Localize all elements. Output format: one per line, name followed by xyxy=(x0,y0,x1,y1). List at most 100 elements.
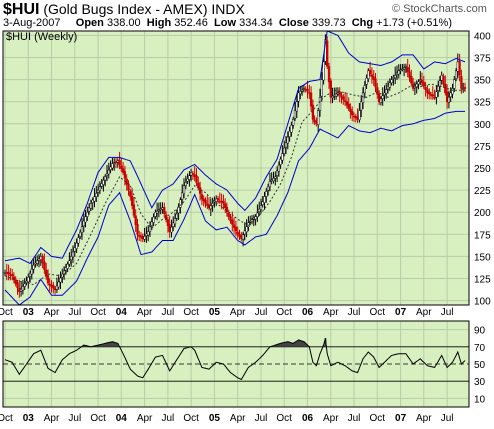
price-bar-body xyxy=(100,183,103,187)
price-bar-body xyxy=(394,74,397,79)
price-bar-body xyxy=(304,88,307,91)
price-bar-body xyxy=(16,282,19,288)
price-bar-body xyxy=(453,79,456,89)
high-label: High xyxy=(146,17,172,29)
price-bar-body xyxy=(216,198,220,201)
rsi-x-tick-label: Jul xyxy=(255,413,268,424)
price-bar-body xyxy=(45,269,48,277)
price-bar-body xyxy=(143,236,146,240)
price-bar-body xyxy=(198,187,202,194)
price-bar-body xyxy=(75,242,78,249)
price-bar-body xyxy=(381,95,384,99)
price-bar-body xyxy=(121,168,125,173)
exchange: INDX xyxy=(211,1,245,17)
rsi-x-tick-label: Oct xyxy=(276,413,292,424)
price-bar-body xyxy=(281,153,284,161)
rsi-y-tick-label: 10 xyxy=(474,394,486,405)
price-bar-body xyxy=(340,95,343,98)
price-bar-body xyxy=(182,185,186,195)
price-y-tick-label: 375 xyxy=(474,54,491,65)
price-bar-body xyxy=(376,87,379,95)
rsi-x-tick-label: Oct xyxy=(0,413,13,424)
price-bar-body xyxy=(188,175,191,180)
price-bar-body xyxy=(299,91,302,95)
price-x-tick-label: Jul xyxy=(441,307,454,318)
price-bar-body xyxy=(284,142,288,148)
price-bar-body xyxy=(351,110,354,116)
price-bar-body xyxy=(141,235,144,239)
price-x-tick-label: Oct xyxy=(90,307,106,318)
price-bar-body xyxy=(447,97,451,103)
price-bar-body xyxy=(200,194,204,200)
price-bar-body xyxy=(43,261,46,270)
price-bar-body xyxy=(193,174,196,178)
rsi-x-tick-label: Apr xyxy=(323,413,339,424)
panel-label: $HUI (Weekly) xyxy=(6,31,78,43)
rsi-x-tick-label: 05 xyxy=(209,413,221,424)
price-bar-body xyxy=(367,70,370,79)
price-bar-body xyxy=(426,89,429,94)
price-x-tick-label: Jul xyxy=(162,307,175,318)
price-bar-body xyxy=(52,285,55,289)
price-bar-body xyxy=(386,85,390,90)
price-bar-body xyxy=(116,160,119,163)
price-bar-body xyxy=(370,74,374,77)
price-bar-body xyxy=(374,78,377,88)
price-bar-body xyxy=(34,262,37,265)
price-y-tick-label: 225 xyxy=(474,186,491,197)
price-bar-body xyxy=(5,272,8,274)
price-bar-body xyxy=(184,182,187,186)
site-credit: © StockCharts.com xyxy=(392,3,487,15)
price-bar-body xyxy=(275,170,279,176)
price-bar-body xyxy=(80,226,84,233)
low-label: Low xyxy=(214,17,237,29)
price-bar-body xyxy=(207,204,211,208)
price-bar-body xyxy=(399,69,402,72)
rsi-y-tick-label: 50 xyxy=(474,360,486,371)
chg-label: Chg xyxy=(351,17,374,29)
price-bar-body xyxy=(73,247,76,252)
rsi-x-tick-label: 03 xyxy=(23,413,35,424)
price-x-tick-label: Apr xyxy=(137,307,153,318)
price-bar-body xyxy=(218,200,221,203)
price-y-tick-label: 275 xyxy=(474,142,491,153)
price-bar-body xyxy=(134,215,137,226)
price-x-tick-label: 06 xyxy=(302,307,314,318)
price-bar-body xyxy=(428,91,431,95)
price-bar-body xyxy=(308,92,311,94)
price-bar-body xyxy=(311,104,315,120)
price-bar-body xyxy=(79,231,82,237)
price-bar-body xyxy=(123,171,127,179)
rsi-y-tick-label: 90 xyxy=(474,326,486,337)
price-bar-body xyxy=(18,288,21,292)
price-bar-body xyxy=(268,181,272,188)
price-bar-body xyxy=(342,96,345,100)
price-bar-body xyxy=(220,200,223,203)
price-bar-body xyxy=(202,198,205,202)
price-bar-body xyxy=(266,186,270,191)
price-bar-body xyxy=(231,219,234,225)
bollinger-upper-band xyxy=(4,30,466,265)
price-bar-body xyxy=(388,82,391,88)
price-y-tick-label: 300 xyxy=(474,120,491,131)
price-bar-body xyxy=(259,205,263,210)
open-value: 338.00 xyxy=(106,17,141,29)
rsi-x-tick-label: Apr xyxy=(137,413,153,424)
price-bar-body xyxy=(159,208,162,211)
price-bar-body xyxy=(9,274,12,276)
price-y-tick-label: 125 xyxy=(474,275,491,286)
price-bar-body xyxy=(368,69,372,74)
price-x-tick-label: Apr xyxy=(44,307,60,318)
price-bar-body xyxy=(440,74,443,81)
price-y-tick-label: 150 xyxy=(474,252,491,263)
rsi-x-tick-label: 07 xyxy=(395,413,407,424)
price-bar-body xyxy=(463,87,467,89)
price-bar-body xyxy=(89,203,93,209)
rsi-x-tick-label: Apr xyxy=(416,413,432,424)
price-bar-body xyxy=(404,66,408,68)
price-bar-body xyxy=(336,92,340,95)
price-x-tick-label: Oct xyxy=(183,307,199,318)
price-bar-body xyxy=(130,196,134,207)
price-bar-body xyxy=(435,91,438,98)
price-bar-body xyxy=(41,256,44,264)
